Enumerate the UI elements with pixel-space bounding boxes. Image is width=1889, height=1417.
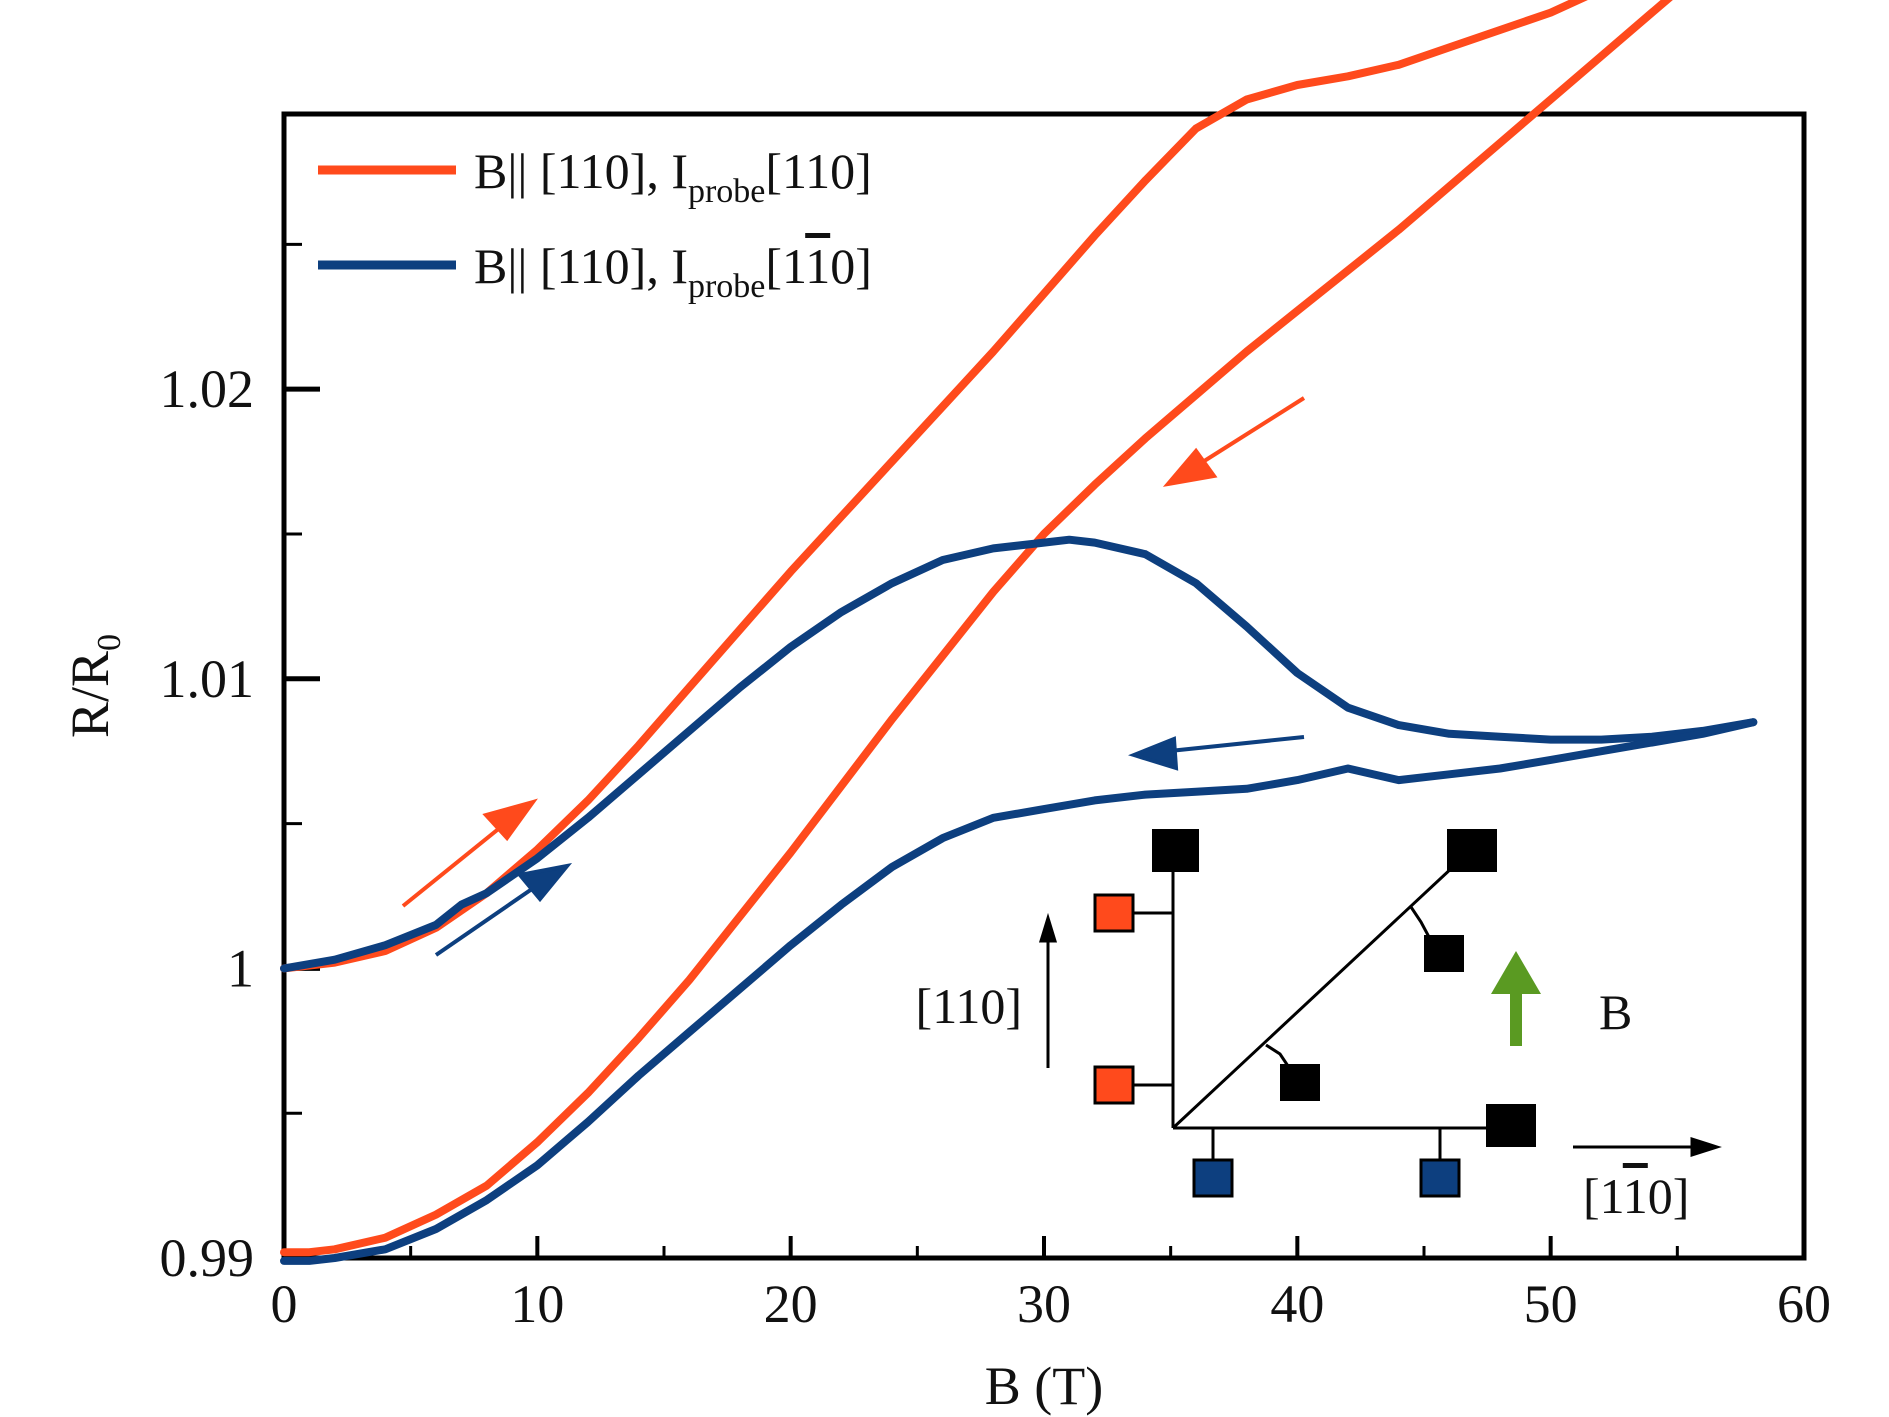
legend-label-orange-tail: [110] <box>765 143 871 199</box>
arrow-orange-down <box>1162 396 1306 487</box>
legend-label-blue-tail: [1 <box>765 238 805 294</box>
arrow-blue-down <box>1128 735 1305 771</box>
legend-label-blue-sub: probe <box>688 268 765 305</box>
x-tick-label: 0 <box>271 1274 298 1334</box>
field-label: B <box>1599 984 1632 1040</box>
inset-diagonal-edge <box>1171 850 1471 1130</box>
y-tick-label: 1.01 <box>160 649 255 709</box>
x-axis-title: B (T) <box>985 1356 1103 1416</box>
series-1-down-line <box>280 718 1758 1265</box>
inset-schematic: [110] [110] B <box>916 829 1722 1224</box>
svg-text:R/R0: R/R0 <box>60 634 128 738</box>
inset-axis-1-10-label: [110] <box>1583 1168 1689 1224</box>
arrow-blue-up <box>434 862 573 957</box>
svg-text:B|| [110], Iprobe[110]: B|| [110], Iprobe[110] <box>474 238 872 305</box>
x-tick-label: 50 <box>1524 1274 1578 1334</box>
contact-blue-left <box>1192 1158 1234 1198</box>
inset-axis-1-10-arrow <box>1573 1136 1722 1158</box>
legend-entry-orange: B|| [110], Iprobe[110] <box>318 143 872 210</box>
contact-orange-upper <box>1093 893 1135 933</box>
y-tick-label: 1.02 <box>160 359 255 419</box>
series-0-up-line <box>280 0 1588 973</box>
series-0-down-line <box>280 0 1673 1257</box>
axis-ticks <box>282 242 1806 1261</box>
legend-entry-blue: B|| [110], Iprobe[110] <box>318 238 872 305</box>
direction-arrows <box>401 396 1306 957</box>
y-tick-label: 1 <box>227 938 254 998</box>
legend-label-orange-sub: probe <box>688 173 765 210</box>
legend-label-blue-bar: 1 <box>805 238 830 294</box>
series-layer <box>280 0 1758 1265</box>
y-axis-title-sub: 0 <box>91 634 128 651</box>
axis-tick-labels: 0 10 20 30 40 50 60 0.99 1 1.01 1.02 <box>160 359 1832 1334</box>
svg-text:B|| [110], Iprobe[110]: B|| [110], Iprobe[110] <box>474 143 872 210</box>
x-tick-label: 20 <box>764 1274 818 1334</box>
contact-orange-lower <box>1093 1065 1135 1105</box>
contact-black-diag-lower <box>1280 1064 1320 1101</box>
legend-label-blue-main: B|| [110], I <box>474 238 688 294</box>
x-tick-label: 30 <box>1017 1274 1071 1334</box>
y-tick-label: 0.99 <box>160 1228 255 1288</box>
x-tick-label: 40 <box>1270 1274 1324 1334</box>
contact-black-top-left <box>1152 829 1199 872</box>
legend: B|| [110], Iprobe[110] B|| [110], Iprobe… <box>318 143 872 305</box>
x-tick-label: 10 <box>510 1274 564 1334</box>
legend-label-orange-main: B|| [110], I <box>474 143 688 199</box>
contact-black-top-right <box>1447 829 1497 872</box>
field-arrow <box>1491 951 1541 1046</box>
contact-black-right <box>1486 1104 1536 1147</box>
contact-black-diag-upper <box>1424 935 1464 972</box>
arrow-orange-up <box>401 798 538 908</box>
x-tick-label: 60 <box>1777 1274 1831 1334</box>
y-axis-title-main: R/R <box>60 651 120 738</box>
legend-label-blue-end: 0] <box>830 238 872 294</box>
y-axis-title: R/R0 <box>60 634 128 738</box>
series-1-up-line <box>280 535 1758 973</box>
inset-axis-110-label: [110] <box>916 978 1022 1034</box>
contact-blue-right <box>1419 1158 1461 1198</box>
lead <box>1409 906 1431 938</box>
inset-axis-110-arrow <box>1038 912 1058 1068</box>
